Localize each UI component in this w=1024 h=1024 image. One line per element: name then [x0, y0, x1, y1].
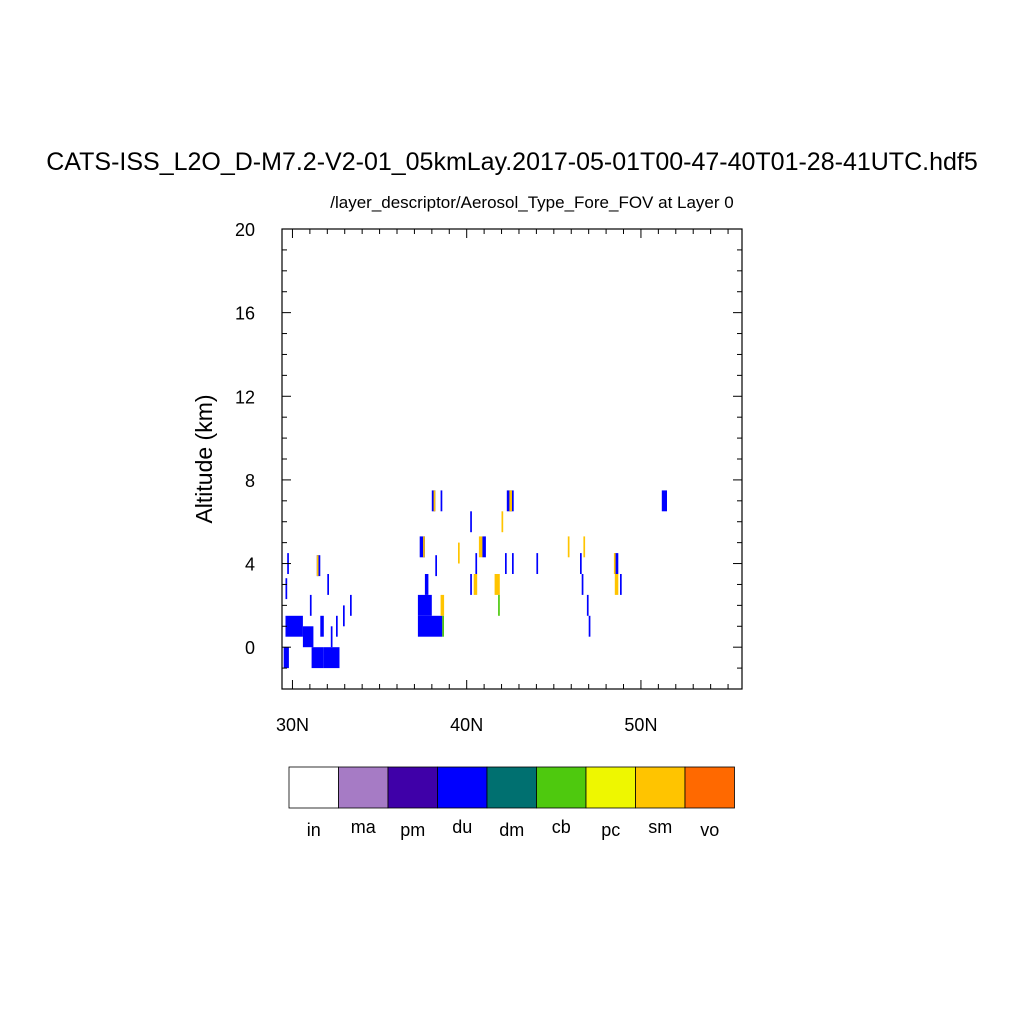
- data-cell-sm: [440, 594, 445, 616]
- legend-swatch-pc: [585, 766, 636, 809]
- data-cell-du: [419, 536, 425, 558]
- data-cell-du: [417, 594, 432, 616]
- data-cell-sm: [478, 536, 483, 558]
- legend-label-sm: sm: [648, 817, 672, 837]
- data-cell-du: [512, 553, 514, 574]
- y-axis-label: Altitude (km): [191, 394, 217, 523]
- y-tick-label: 16: [235, 304, 255, 324]
- legend-swatch-du: [437, 766, 488, 809]
- data-cell-du: [283, 647, 289, 669]
- data-cell-cb: [442, 615, 444, 637]
- y-tick-label: 20: [235, 220, 255, 240]
- data-cell-du: [285, 578, 288, 600]
- legend: in ma pm du dm cb pc sm vo: [288, 766, 735, 840]
- data-cell-du: [336, 615, 338, 637]
- data-cell-du: [320, 615, 324, 637]
- data-cell-du: [536, 553, 539, 574]
- data-cell-du: [620, 574, 622, 595]
- data-cell-cb: [498, 594, 500, 616]
- x-tick-label: 40N: [450, 715, 483, 735]
- data-cell-du: [661, 490, 667, 512]
- data-cell-sm: [567, 536, 570, 558]
- y-tick-label: 12: [235, 387, 255, 407]
- data-cell-du: [505, 553, 507, 574]
- data-cell-sm: [433, 490, 436, 512]
- legend-swatch-in: [288, 766, 339, 809]
- data-cell-sm: [509, 490, 512, 512]
- legend-swatch-dm: [486, 766, 537, 809]
- data-cell-du: [285, 615, 303, 637]
- y-tick-label: 4: [245, 555, 255, 575]
- legend-label-vo: vo: [700, 820, 719, 840]
- legend-label-ma: ma: [351, 817, 377, 837]
- data-cell-du: [431, 490, 436, 512]
- data-cell-sm: [613, 553, 616, 574]
- data-cell-du: [311, 647, 324, 669]
- data-cell-du: [417, 615, 443, 637]
- data-cell-du: [440, 490, 443, 512]
- data-cell-du: [343, 605, 345, 627]
- data-cell-du: [586, 594, 589, 616]
- data-cell-sm: [494, 574, 500, 595]
- data-cell-sm: [473, 574, 478, 595]
- y-tick-label: 8: [245, 471, 255, 491]
- legend-label-cb: cb: [552, 817, 571, 837]
- data-cell-sm: [458, 542, 460, 564]
- legend-label-dm: dm: [499, 820, 524, 840]
- data-cell-du: [470, 511, 472, 533]
- legend-swatch-vo: [684, 766, 735, 809]
- legend-swatch-cb: [536, 766, 587, 809]
- legend-label-in: in: [307, 820, 321, 840]
- data-cell-du: [482, 536, 486, 558]
- legend-label-pm: pm: [400, 820, 425, 840]
- data-cell-sm: [614, 574, 619, 595]
- data-cell-du: [581, 574, 584, 595]
- legend-swatch-ma: [338, 766, 389, 809]
- chart-subtitle: /layer_descriptor/Aerosol_Type_Fore_FOV …: [330, 193, 733, 212]
- data-cell-du: [614, 553, 619, 574]
- data-cells: [283, 490, 667, 669]
- data-cell-sm: [583, 536, 586, 558]
- y-tick-label: 0: [245, 638, 255, 658]
- data-cell-sm: [501, 511, 504, 533]
- axis-ticks: 0 4 8 12 16 20 30N 40N 50N: [235, 220, 742, 735]
- data-cell-du: [350, 594, 352, 616]
- legend-label-du: du: [452, 817, 472, 837]
- legend-swatch-sm: [635, 766, 686, 809]
- legend-swatch-pm: [387, 766, 438, 809]
- data-cell-du: [327, 574, 329, 595]
- data-cell-sm: [423, 536, 425, 558]
- data-cell-du: [424, 574, 429, 595]
- data-cell-sm: [316, 555, 319, 577]
- plot-area: [281, 228, 743, 690]
- x-tick-label: 30N: [276, 715, 309, 735]
- data-cell-du: [302, 626, 314, 648]
- data-cell-du: [316, 555, 321, 577]
- x-tick-label: 50N: [624, 715, 657, 735]
- data-cell-du: [588, 615, 591, 637]
- data-cell-du: [580, 553, 582, 574]
- data-cell-du: [309, 594, 312, 616]
- data-cell-du: [435, 555, 437, 577]
- legend-label-pc: pc: [601, 820, 620, 840]
- data-cell-du: [330, 626, 333, 648]
- data-cell-du: [470, 574, 472, 595]
- data-cell-du: [512, 490, 514, 512]
- chart-title: CATS-ISS_L2O_D-M7.2-V2-01_05kmLay.2017-0…: [46, 148, 978, 176]
- data-cell-du: [323, 647, 340, 669]
- data-cell-du: [475, 553, 478, 574]
